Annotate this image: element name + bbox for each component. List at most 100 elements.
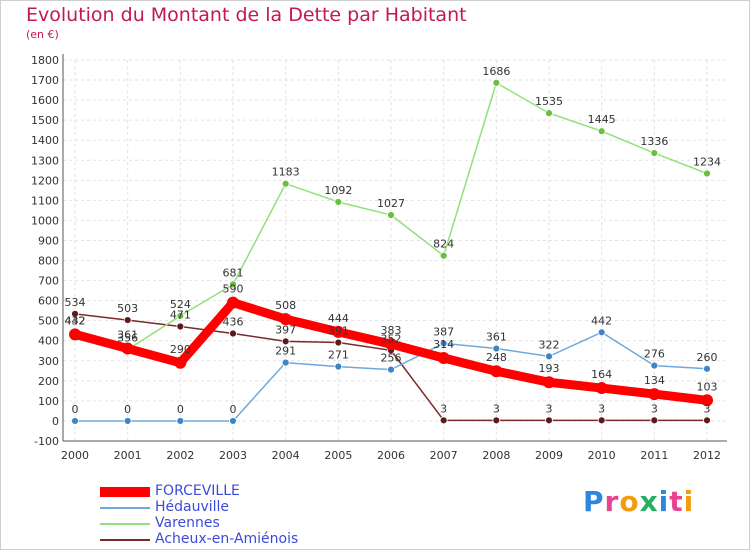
data-point	[595, 382, 608, 395]
data-label: 356	[117, 332, 138, 345]
data-point	[650, 361, 659, 370]
data-point	[439, 251, 448, 260]
data-label: 322	[539, 338, 560, 351]
data-label: 193	[539, 362, 560, 375]
data-point	[543, 376, 555, 389]
data-point	[334, 338, 343, 347]
data-label: 1445	[588, 113, 616, 126]
data-label: 432	[65, 314, 86, 327]
data-point	[597, 328, 606, 337]
data-label: 1234	[693, 155, 721, 168]
x-tick-label: 2012	[693, 449, 721, 462]
y-tick-label: 700	[38, 275, 59, 288]
y-tick-label: 1500	[31, 114, 59, 127]
y-tick-label: 1100	[31, 194, 59, 207]
legend-swatch	[100, 539, 150, 541]
data-point	[492, 416, 501, 425]
data-label: 1336	[640, 135, 668, 148]
data-point	[385, 338, 397, 351]
legend-item-hedauville: Hédauville	[100, 499, 360, 516]
data-point	[492, 344, 501, 353]
y-tick-label: -100	[34, 435, 59, 448]
chart-unit: (en €)	[26, 28, 59, 41]
data-point	[545, 416, 553, 425]
y-tick-label: 100	[38, 395, 59, 408]
data-point	[545, 109, 553, 118]
data-point	[439, 416, 448, 425]
data-point	[227, 296, 239, 309]
data-point	[490, 365, 503, 378]
data-label: 290	[170, 343, 191, 356]
data-label: 271	[328, 349, 349, 362]
x-tick-label: 2006	[377, 449, 405, 462]
data-label: 314	[433, 338, 454, 351]
legend-item-acheux: Acheux-en-Amiénois	[100, 531, 360, 548]
data-point	[121, 342, 134, 355]
data-label: 3	[546, 402, 553, 415]
data-label: 444	[328, 312, 349, 325]
legend-swatch	[100, 507, 150, 509]
data-point	[176, 322, 185, 331]
data-label: 524	[170, 298, 191, 311]
data-point	[69, 328, 81, 341]
data-label: 3	[704, 402, 711, 415]
y-tick-label: 1600	[31, 94, 59, 107]
data-point	[174, 356, 187, 369]
data-point	[334, 198, 343, 206]
data-label: 1027	[377, 197, 405, 210]
data-label: 1092	[324, 184, 352, 197]
data-label: 103	[697, 380, 718, 393]
data-label: 1686	[482, 65, 510, 78]
data-label: 164	[591, 368, 612, 381]
data-label: 134	[644, 374, 665, 387]
x-tick-label: 2003	[219, 449, 247, 462]
legend-label: Varennes	[155, 515, 220, 531]
data-label: 352	[381, 332, 402, 345]
x-tick-label: 2009	[535, 449, 563, 462]
data-point	[437, 351, 450, 364]
data-point	[703, 416, 711, 425]
data-point	[650, 149, 659, 157]
data-point	[123, 316, 132, 324]
x-tick-label: 2000	[61, 449, 89, 462]
data-label: 291	[275, 345, 296, 358]
data-point	[597, 416, 606, 425]
data-label: 534	[65, 296, 86, 309]
legend: FORCEVILLE Hédauville Varennes Acheux-en…	[100, 483, 360, 548]
data-point	[439, 339, 448, 348]
x-tick-label: 2004	[272, 449, 300, 462]
chart-title: Evolution du Montant de la Dette par Hab…	[26, 4, 467, 26]
x-tick-label: 2002	[166, 449, 194, 462]
data-label: 248	[486, 351, 507, 364]
data-point	[71, 309, 79, 318]
data-label: 681	[223, 266, 244, 279]
data-point	[176, 311, 185, 320]
y-tick-label: 1800	[31, 54, 59, 67]
data-point	[597, 127, 606, 136]
y-tick-label: 900	[38, 234, 59, 247]
data-point	[334, 362, 343, 371]
data-label: 590	[223, 283, 244, 296]
data-label: 1183	[272, 166, 300, 179]
data-label: 383	[381, 324, 402, 337]
data-label: 0	[177, 403, 184, 416]
data-label: 436	[223, 316, 244, 329]
data-label: 387	[433, 325, 454, 338]
data-point	[279, 313, 292, 326]
data-label: 0	[124, 403, 131, 416]
y-tick-label: 0	[52, 415, 59, 428]
data-point	[703, 364, 711, 373]
data-point	[332, 325, 345, 338]
data-point	[650, 416, 659, 425]
x-tick-label: 2011	[640, 449, 668, 462]
data-label: 361	[486, 331, 507, 344]
data-label: 276	[644, 348, 665, 361]
data-point	[492, 78, 501, 87]
legend-swatch	[100, 523, 150, 525]
data-label: 3	[598, 402, 605, 415]
y-tick-label: 1300	[31, 154, 59, 167]
proxiti-logo: Proxiti	[583, 485, 695, 518]
data-point	[545, 352, 553, 361]
